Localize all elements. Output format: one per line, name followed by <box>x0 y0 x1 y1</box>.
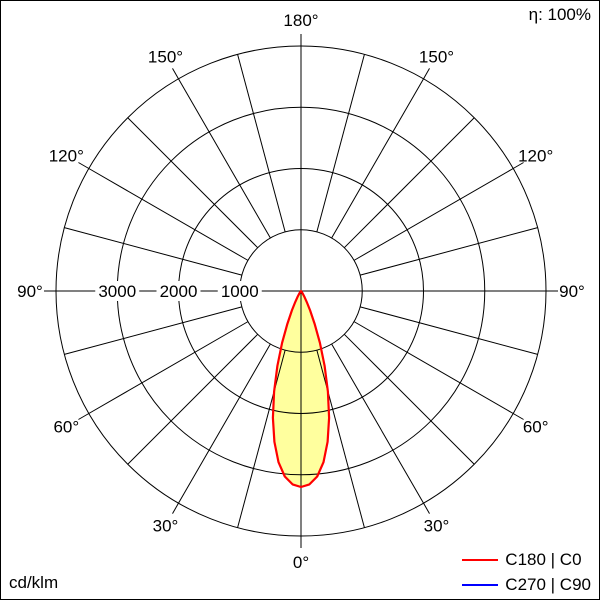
polar-spoke <box>353 168 514 261</box>
polar-spoke <box>127 117 259 249</box>
polar-spoke <box>88 321 249 414</box>
radial-label-bg <box>217 281 262 301</box>
polar-spoke <box>64 306 242 355</box>
legend-item-c0: C180 | C0 <box>462 550 591 570</box>
angle-label: 120° <box>49 147 84 166</box>
polar-spoke <box>127 333 259 465</box>
polar-spoke <box>343 117 475 249</box>
legend-line-red <box>462 559 499 561</box>
beam-lobe-outline <box>271 289 331 489</box>
angle-label: 60° <box>523 418 549 437</box>
angle-label: 150° <box>148 47 183 66</box>
legend: C180 | C0 C270 | C90 <box>462 550 591 595</box>
legend-label-c90: C270 | C90 <box>505 575 591 594</box>
polar-spoke <box>331 78 424 239</box>
polar-spoke <box>237 54 286 232</box>
polar-spoke <box>360 227 538 276</box>
efficiency-label: η: 100% <box>528 5 591 24</box>
angle-tick <box>512 162 524 169</box>
polar-spoke <box>331 343 424 504</box>
polar-spoke <box>178 78 271 239</box>
angle-label: 180° <box>283 11 318 30</box>
radial-label-bg <box>95 281 140 301</box>
polar-spoke <box>316 54 365 232</box>
radial-tick-label: 3000 <box>98 282 136 301</box>
polar-spoke <box>360 306 538 355</box>
legend-item-c90: C270 | C90 <box>462 575 591 595</box>
radial-label-bg <box>156 281 201 301</box>
angle-label: 0° <box>293 553 309 572</box>
polar-spoke <box>88 168 249 261</box>
polar-spoke <box>343 333 475 465</box>
polar-spoke <box>64 227 242 276</box>
angle-label: 150° <box>419 47 454 66</box>
polar-spoke <box>178 343 271 504</box>
angle-label: 90° <box>17 282 43 301</box>
legend-line-blue <box>462 584 499 586</box>
radial-tick-label: 1000 <box>221 282 259 301</box>
polar-spoke <box>353 321 514 414</box>
legend-label-c0: C180 | C0 <box>505 550 582 569</box>
unit-label: cd/klm <box>9 573 59 592</box>
angle-tick <box>78 162 90 169</box>
radial-tick-label: 2000 <box>160 282 198 301</box>
angle-tick <box>423 68 430 80</box>
angle-label: 60° <box>53 418 79 437</box>
angle-tick <box>512 413 524 420</box>
polar-spoke <box>316 350 365 528</box>
angle-label: 90° <box>559 282 585 301</box>
angle-tick <box>172 502 179 514</box>
angle-tick <box>423 502 430 514</box>
angle-label: 30° <box>424 517 450 536</box>
angle-label: 30° <box>153 517 179 536</box>
angle-label: 120° <box>518 147 553 166</box>
angle-tick <box>172 68 179 80</box>
angle-tick <box>78 413 90 420</box>
polar-spoke <box>237 350 286 528</box>
